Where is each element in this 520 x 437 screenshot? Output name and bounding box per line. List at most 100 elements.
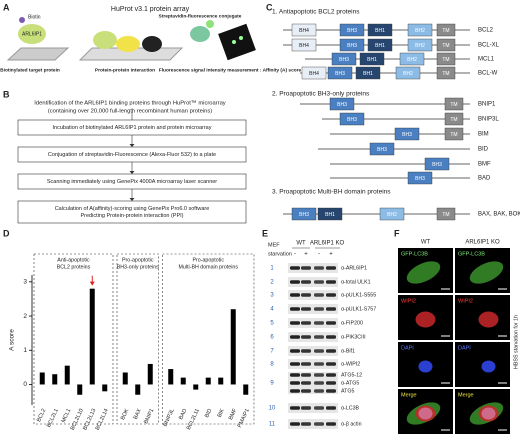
protein-label: BAX, BAK, BOK: [478, 212, 520, 218]
blot-band: [301, 266, 311, 270]
group-box: [116, 253, 159, 425]
domain-label: BH3: [339, 57, 349, 63]
group-box: [162, 253, 255, 425]
blot-band: [314, 422, 324, 426]
flow-box: [17, 200, 247, 224]
antibody-label: ATG5: [341, 388, 354, 394]
group-label: BCL2 proteins: [57, 264, 91, 270]
blot-band: [326, 280, 336, 284]
blot-band: [326, 381, 336, 385]
protein-label: BIM: [478, 132, 489, 138]
group-label: Pro-apoptotic: [192, 257, 224, 263]
channel-label: DAPI: [401, 345, 414, 351]
protein-label: ARL6IP1: [22, 31, 42, 37]
domain-label: BH3: [347, 43, 357, 49]
antibody-label: ATG5-12: [341, 372, 362, 378]
panel-letter: F: [394, 228, 400, 238]
nucleus: [418, 360, 433, 373]
scan-spot: [239, 36, 243, 40]
section-title: 1. Antiapoptotic BCL2 proteins: [272, 9, 360, 16]
domain-box: [444, 127, 464, 141]
row-number: 9: [270, 381, 274, 387]
antibody-label: α-Bif1: [341, 348, 355, 354]
domain-label: BH3: [337, 102, 347, 108]
domain-label: BH3: [335, 71, 345, 77]
protein-label: BCL-XL: [478, 43, 500, 49]
channel-label: WIPI2: [458, 298, 473, 304]
antibody-label: α-pULK1-S555: [341, 292, 376, 298]
bar: [168, 369, 174, 385]
protein-label: BNIP3L: [478, 117, 499, 123]
domain-label: BH1: [375, 28, 385, 34]
domain-box: [291, 207, 317, 221]
nucleus: [481, 407, 496, 420]
blot-band: [314, 321, 324, 325]
flow-step: Incubation of biotinylated ARL6IP1 prote…: [53, 125, 212, 131]
row-number: 8: [270, 362, 274, 368]
cell-signal: [478, 311, 499, 328]
highlight-arrowhead: [89, 281, 95, 286]
bar: [218, 377, 224, 385]
domain-box: [407, 38, 433, 52]
domain-label: BH2: [407, 57, 417, 63]
bar: [180, 377, 186, 385]
domain-box: [339, 112, 365, 126]
domain-label: BH3: [432, 162, 442, 168]
row-number: 5: [270, 321, 274, 327]
lane-sign: +: [329, 252, 333, 258]
blot-band: [301, 293, 311, 297]
cell-signal: [469, 261, 504, 284]
protein-label: BID: [478, 147, 489, 153]
domain-label: TM: [450, 117, 457, 123]
nucleus: [418, 407, 433, 420]
x-tick-label: BCL2: [36, 408, 47, 423]
protein-label: BMF: [478, 162, 491, 168]
domain-label: BH4: [309, 71, 319, 77]
antibody-label: α-ARL6IP1: [341, 265, 367, 271]
blot-band: [314, 389, 324, 393]
domain-label: BH2: [415, 28, 425, 34]
blot-band: [290, 362, 300, 366]
row-number: 2: [270, 280, 274, 286]
channel-label: Merge: [401, 392, 417, 398]
domain-box: [395, 66, 421, 80]
blot-band: [314, 293, 324, 297]
blot-band: [326, 362, 336, 366]
genotype-label: WT: [296, 241, 306, 247]
blot-band: [290, 293, 300, 297]
protein-label: BNIP1: [478, 102, 496, 108]
blot-band: [290, 266, 300, 270]
blot-strip: [288, 332, 338, 342]
y-tick-label: 2: [23, 313, 27, 320]
blot-band: [290, 406, 300, 410]
blot-band: [301, 381, 311, 385]
domain-label: BH1: [375, 43, 385, 49]
protein-label: BCL-W: [478, 71, 498, 77]
blot-strip: [288, 263, 338, 273]
cell-signal: [415, 311, 436, 328]
blot-band: [314, 373, 324, 377]
blot-band: [314, 280, 324, 284]
antibody-label: α-pULK1-S757: [341, 306, 376, 312]
section-title: 2. Proapoptotic BH3-only proteins: [272, 91, 370, 98]
bar: [243, 384, 249, 395]
antibody-label: α-FIP200: [341, 320, 363, 326]
lane-sign: -: [294, 252, 296, 258]
blot-band: [326, 321, 336, 325]
biotin-dot: [19, 17, 25, 23]
blot-strip: [288, 359, 338, 369]
flow-arrowhead: [129, 144, 135, 147]
blot-strip: [288, 372, 338, 394]
domain-label: BH2: [403, 71, 413, 77]
domain-label: TM: [442, 57, 449, 63]
x-tick-label: BID: [204, 408, 213, 419]
domain-box: [399, 52, 425, 66]
bar: [89, 288, 95, 385]
x-tick-label: BAX: [133, 408, 143, 421]
domain-label: BH4: [299, 28, 309, 34]
blot-band: [326, 349, 336, 353]
blot-band: [326, 266, 336, 270]
section-title: 3. Proapoptotic Multi-BH domain proteins: [272, 189, 391, 196]
panel-letter: B: [3, 89, 10, 99]
